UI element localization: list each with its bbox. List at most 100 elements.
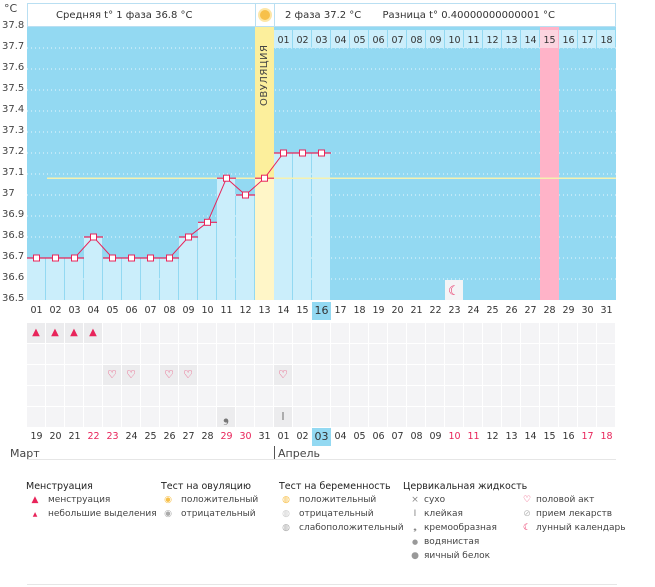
icon-cell <box>464 344 482 364</box>
cycle-day-label: 24 <box>467 305 480 316</box>
icon-cell <box>502 323 520 343</box>
small-drop-icon: ▲ <box>32 511 38 518</box>
legend-menstruation-title: Менструация <box>26 481 93 492</box>
icon-cell <box>407 407 425 427</box>
cycle-day-label: 11 <box>220 305 233 316</box>
icon-cell <box>27 365 45 385</box>
y-tick-label: 37.7 <box>2 41 25 52</box>
y-tick-label: 36.7 <box>2 251 25 262</box>
date-label: 24 <box>125 431 138 442</box>
icon-cell <box>122 407 140 427</box>
date-label: 03 <box>312 428 331 446</box>
icon-cell <box>122 344 140 364</box>
sticky-icon: I <box>413 509 417 519</box>
temperature-bar <box>27 258 45 300</box>
phase2-day-cell <box>350 30 368 48</box>
cycle-day-label: 01 <box>30 305 43 316</box>
phase2-day-label: 01 <box>277 35 289 46</box>
cycle-day-label: 25 <box>486 305 499 316</box>
icon-cell <box>331 407 349 427</box>
icon-cell <box>388 365 406 385</box>
icon-cell <box>217 323 235 343</box>
weak-test-icon: ◍ <box>282 523 290 533</box>
icon-cell <box>369 323 387 343</box>
icon-cell <box>312 344 330 364</box>
temperature-point <box>299 149 306 157</box>
icon-cell <box>312 407 330 427</box>
date-label: 20 <box>49 431 62 442</box>
icon-cell <box>293 365 311 385</box>
date-label: 14 <box>524 431 537 442</box>
cycle-day-label: 09 <box>182 305 195 316</box>
date-label: 08 <box>410 431 423 442</box>
icon-cell <box>426 407 444 427</box>
icon-cell <box>426 386 444 406</box>
temperature-bar <box>312 153 330 300</box>
date-label: 04 <box>334 431 347 442</box>
phase2-day-label: 17 <box>581 35 593 46</box>
icon-cell <box>578 344 596 364</box>
icon-cell <box>578 323 596 343</box>
temperature-bar <box>293 153 311 300</box>
icon-cell <box>160 344 178 364</box>
icon-cell <box>559 407 577 427</box>
legend-watery: ● водянистая <box>408 537 479 547</box>
icon-cell <box>483 323 501 343</box>
icon-cell <box>84 344 102 364</box>
cycle-day-label: 14 <box>277 305 290 316</box>
marked-day-column <box>540 27 559 300</box>
icon-cell <box>236 365 254 385</box>
legend-dry: × сухо <box>408 495 445 505</box>
phase2-day-label: 08 <box>410 35 422 46</box>
icon-cell <box>464 407 482 427</box>
bottom-divider <box>27 584 617 585</box>
icon-cell <box>445 323 463 343</box>
phase2-day-label: 10 <box>448 35 460 46</box>
menstruation-drop-icon: ▲ <box>27 323 45 343</box>
icon-cell <box>559 323 577 343</box>
moon-cell <box>445 280 463 300</box>
icon-cell <box>369 386 387 406</box>
icon-cell <box>160 407 178 427</box>
cycle-day-label: 03 <box>68 305 81 316</box>
icon-cell <box>217 365 235 385</box>
phase2-day-cell <box>445 30 463 48</box>
creamy-icon: ❟ <box>413 523 417 533</box>
icon-cell <box>103 407 121 427</box>
icon-cell <box>407 323 425 343</box>
icon-cell <box>27 407 45 427</box>
icon-cell <box>274 386 292 406</box>
icon-cell <box>369 365 387 385</box>
icon-cell <box>540 365 558 385</box>
legend-pregtest-weak: ◍ слабоположительный <box>279 523 404 533</box>
temperature-point <box>223 174 230 182</box>
icon-cell <box>388 323 406 343</box>
phase2-day-label: 13 <box>505 35 517 46</box>
y-tick-label: 37.2 <box>2 146 25 157</box>
date-label: 30 <box>239 431 252 442</box>
heart-icon: ♡ <box>122 365 140 385</box>
icon-cell <box>521 344 539 364</box>
icon-cell <box>502 365 520 385</box>
cycle-day-label: 15 <box>296 305 309 316</box>
temperature-point <box>109 254 116 262</box>
moon-icon: ☾ <box>448 284 460 299</box>
cycle-day-label: 18 <box>353 305 366 316</box>
icon-cell <box>198 344 216 364</box>
drop-icon: ▲ <box>31 495 39 505</box>
cycle-day-label: 06 <box>125 305 138 316</box>
icon-cell <box>369 407 387 427</box>
legend-medication: ⊘ прием лекарств <box>520 509 612 519</box>
icon-cell <box>483 407 501 427</box>
icon-cell <box>179 386 197 406</box>
date-label: 11 <box>467 431 480 442</box>
icon-cell <box>179 344 197 364</box>
icon-cell <box>578 386 596 406</box>
icon-cell <box>521 386 539 406</box>
date-label: 15 <box>543 431 556 442</box>
icon-cell <box>350 323 368 343</box>
phase2-header: 2 фаза 37.2 °C Разница t° 0.400000000000… <box>274 3 616 27</box>
menstruation-drop-icon: ▲ <box>84 323 102 343</box>
temperature-bar <box>179 237 197 300</box>
